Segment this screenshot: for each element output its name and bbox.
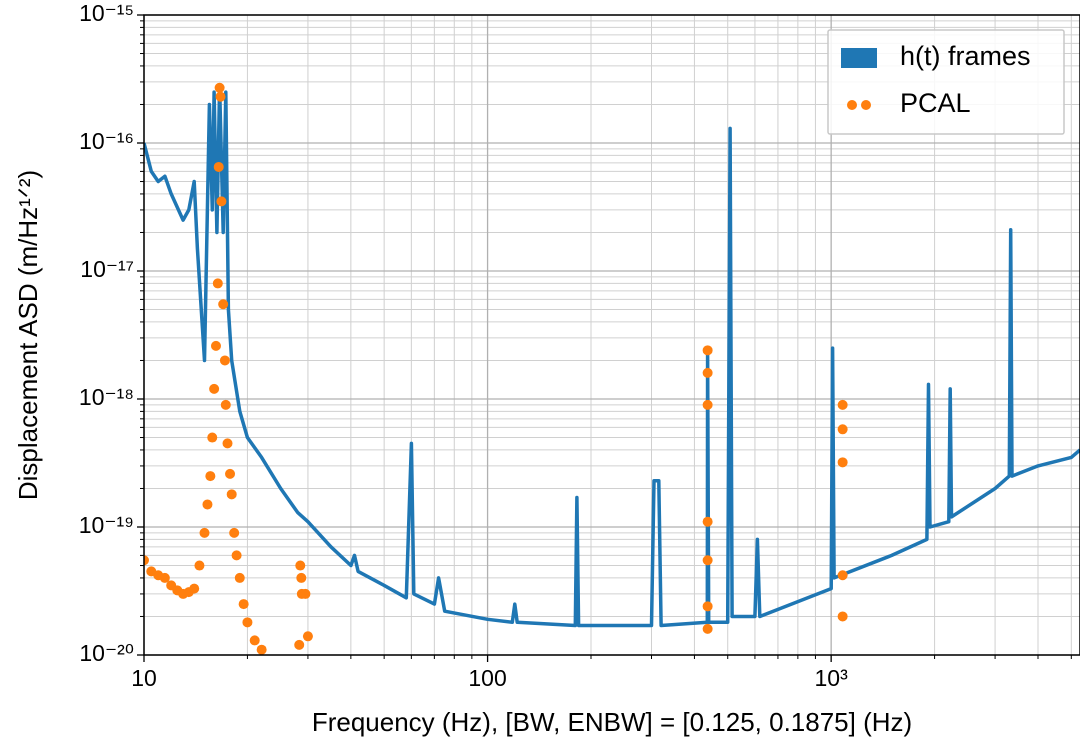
legend-label: h(t) frames [900,41,1031,71]
pcal-point [159,572,170,583]
pcal-point [238,599,249,610]
legend-patch [841,48,877,68]
pcal-point [220,399,231,410]
pcal-point [837,457,848,468]
axes-frame [143,14,1080,656]
pcal-point [199,527,210,538]
axes-layer: 10 100 10³ 10⁻²⁰ 10⁻¹⁹ 10⁻¹⁸ 10⁻¹⁷ 10⁻¹⁶ 10⁻¹⁵ [79,0,1080,691]
pcal-point [214,82,225,93]
x-tick-label: 10 [131,665,157,691]
pcal-point [209,383,220,394]
x-tick-label: 100 [468,665,506,691]
pcal-point [295,560,306,571]
pcal-point [702,601,713,612]
asd-line [144,84,1080,628]
pcal-point [210,340,221,351]
legend-marker [861,100,871,110]
pcal-point [296,572,307,583]
pcal-point [222,438,233,449]
y-axis-label: Displacement ASD (m/Hz¹ᐟ²) [13,170,43,500]
y-tick-label: 10⁻¹⁶ [79,128,134,154]
pcal-point [225,468,236,479]
x-tick-label: 10³ [815,665,849,691]
pcal-point [226,489,237,500]
y-tick-label: 10⁻¹⁷ [80,256,134,282]
pcal-point [212,278,223,289]
pcal-point [205,471,216,482]
pcal-point [837,611,848,622]
pcal-point [229,527,240,538]
pcal-point [249,635,260,646]
y-tick-label: 10⁻¹⁵ [79,0,134,26]
pcal-point [242,617,253,628]
pcal-point [256,644,267,655]
pcal-point [213,161,224,172]
pcal-point [300,588,311,599]
pcal-point [702,555,713,566]
pcal-point [302,631,313,642]
legend: h(t) frames PCAL [827,29,1065,135]
pcal-point [837,424,848,435]
pcal-point [702,367,713,378]
plot-area [144,82,1080,655]
x-axis-label: Frequency (Hz), [BW, ENBW] = [0.125, 0.1… [312,707,912,737]
pcal-point [294,639,305,650]
legend-label: PCAL [900,88,971,118]
pcal-point [189,583,200,594]
y-tick-label: 10⁻²⁰ [79,640,134,666]
pcal-point [215,91,226,102]
y-tick-label: 10⁻¹⁹ [79,512,134,538]
pcal-point [144,555,149,566]
pcal-point [702,623,713,634]
pcal-point [702,399,713,410]
pcal-point [194,560,205,571]
y-tick-label: 10⁻¹⁸ [79,384,134,410]
pcal-point [837,570,848,581]
pcal-point [218,299,229,310]
pcal-point [234,572,245,583]
pcal-point [216,196,227,207]
legend-frame [827,29,1065,135]
pcal-point [837,399,848,410]
pcal-point [702,516,713,527]
pcal-point [202,499,213,510]
pcal-point [207,432,218,443]
pcal-point [231,550,242,561]
legend-marker [847,100,857,110]
pcal-point [219,355,230,366]
pcal-point [702,345,713,356]
